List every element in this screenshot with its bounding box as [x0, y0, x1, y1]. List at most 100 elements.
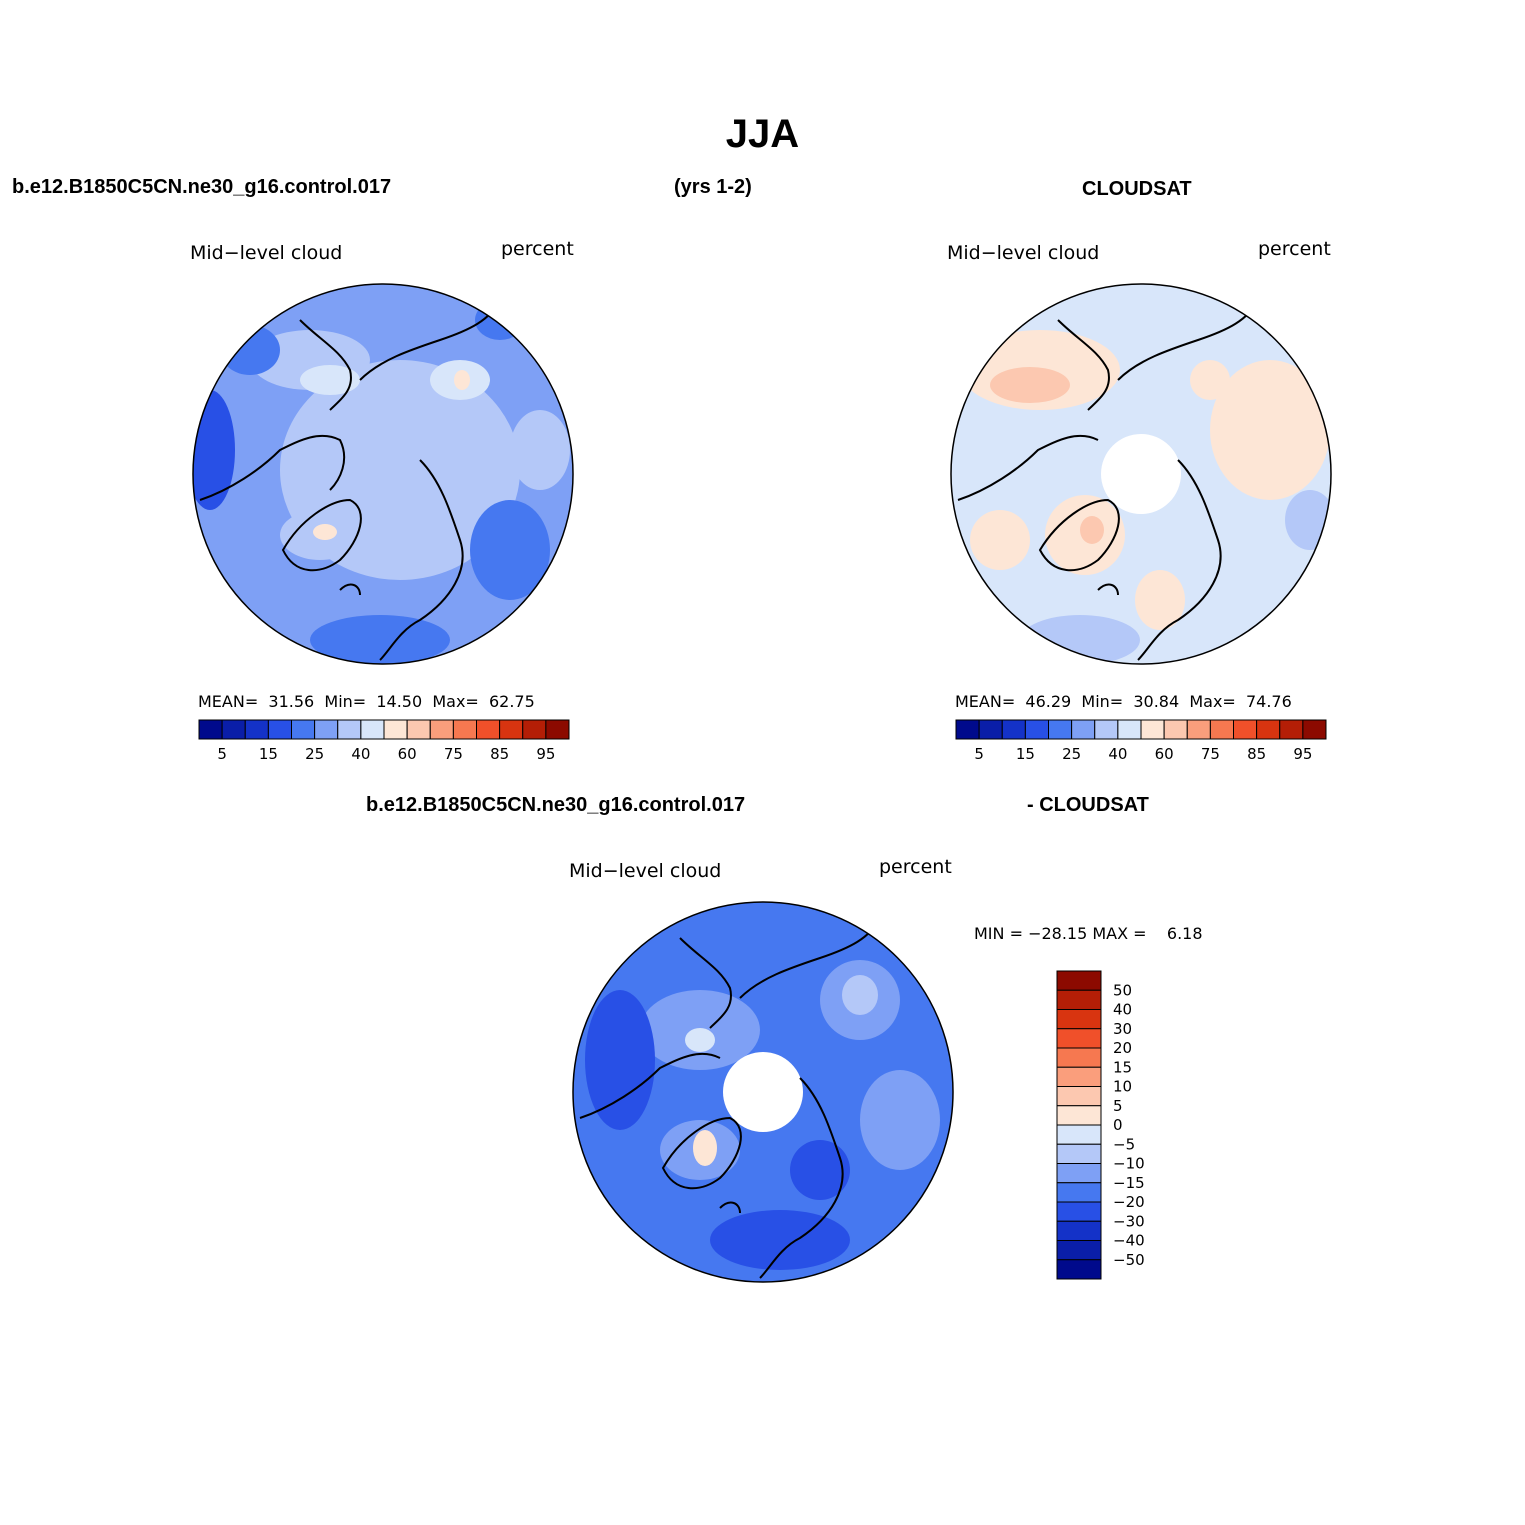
diff-variable-label: Mid−level cloud [569, 860, 722, 882]
colorbar-cell [1233, 719, 1258, 740]
colorbar-cell [978, 719, 1003, 740]
obs-title: CLOUDSAT [1082, 178, 1192, 200]
model-case-title: b.e12.B1850C5CN.ne30_g16.control.017 [12, 176, 392, 198]
colorbar-cell [1056, 1105, 1102, 1126]
colorbar-cell [429, 719, 454, 740]
diff-map [573, 902, 953, 1282]
colorbar-tick-label: 25 [305, 745, 324, 763]
model-stats: MEAN= 31.56 Min= 14.50 Max= 62.75 [198, 692, 535, 711]
colorbar-tick-label: −10 [1113, 1155, 1145, 1173]
colorbar-cell [1056, 1047, 1102, 1068]
colorbar-cell [221, 719, 246, 740]
colorbar-cell [499, 719, 524, 740]
colorbar-tick-label: 75 [1201, 745, 1220, 763]
colorbar-cell [198, 719, 223, 740]
obs-stats: MEAN= 46.29 Min= 30.84 Max= 74.76 [955, 692, 1292, 711]
colorbar-tick-label: 15 [1113, 1058, 1132, 1076]
obs-units-label: percent [1258, 238, 1331, 260]
figure-title: JJA [725, 112, 800, 156]
colorbar-cell [476, 719, 501, 740]
colorbar-tick-label: 15 [1016, 745, 1035, 763]
years-title: (yrs 1-2) [674, 176, 752, 198]
colorbar-tick-label: 75 [444, 745, 463, 763]
colorbar-tick-label: 95 [536, 745, 555, 763]
colorbar-cell [522, 719, 547, 740]
obs-map [951, 284, 1331, 664]
colorbar-cell [1048, 719, 1073, 740]
colorbar-cell [1056, 1028, 1102, 1049]
obs-colorbar: 5 15 25 40 60 75 85 95 [955, 719, 1327, 763]
colorbar-cell [406, 719, 431, 740]
colorbar-tick-label: −50 [1113, 1251, 1145, 1269]
colorbar-cell [1302, 719, 1327, 740]
model-coastlines [199, 299, 501, 661]
colorbar-cell [1056, 1201, 1102, 1222]
colorbar-tick-label: 85 [1247, 745, 1266, 763]
colorbar-tick-label: 40 [351, 745, 370, 763]
colorbar-tick-label: 95 [1293, 745, 1312, 763]
colorbar-cell [1256, 719, 1281, 740]
colorbar-cell [1140, 719, 1165, 740]
colorbar-cell [1056, 1124, 1102, 1145]
model-units-label: percent [501, 238, 574, 260]
colorbar-cell [1024, 719, 1049, 740]
colorbar-cell [1094, 719, 1119, 740]
colorbar-tick-label: 5 [217, 745, 227, 763]
colorbar-cell [1209, 719, 1234, 740]
colorbar-tick-label: −20 [1113, 1193, 1145, 1211]
colorbar-tick-label: −5 [1113, 1135, 1135, 1153]
colorbar-tick-label: 5 [974, 745, 984, 763]
model-variable-label: Mid−level cloud [190, 242, 343, 264]
colorbar-cell [1117, 719, 1142, 740]
colorbar-cell [1056, 1163, 1102, 1184]
colorbar-cell [1186, 719, 1211, 740]
colorbar-tick-label: −30 [1113, 1212, 1145, 1230]
colorbar-tick-label: −15 [1113, 1174, 1145, 1192]
obs-variable-label: Mid−level cloud [947, 242, 1100, 264]
colorbar-cell [1056, 970, 1102, 991]
colorbar-cell [1071, 719, 1096, 740]
colorbar-cell [955, 719, 980, 740]
diff-coastlines [579, 917, 881, 1279]
colorbar-cell [291, 719, 316, 740]
colorbar-tick-label: 15 [259, 745, 278, 763]
colorbar-tick-label: 10 [1113, 1078, 1132, 1096]
colorbar-cell [545, 719, 570, 740]
colorbar-tick-label: 5 [1113, 1097, 1123, 1115]
colorbar-tick-label: −40 [1113, 1232, 1145, 1250]
colorbar-cell [314, 719, 339, 740]
obs-coastlines [957, 299, 1259, 661]
diff-stats: MIN = −28.15 MAX = 6.18 [974, 924, 1203, 943]
colorbar-cell [244, 719, 269, 740]
colorbar-cell [452, 719, 477, 740]
colorbar-tick-label: 30 [1113, 1020, 1132, 1038]
colorbar-cell [1056, 1220, 1102, 1241]
colorbar-tick-label: 20 [1113, 1039, 1132, 1057]
diff-title-left: b.e12.B1850C5CN.ne30_g16.control.017 [366, 794, 746, 816]
colorbar-cell [1056, 1143, 1102, 1164]
colorbar-cell [1056, 989, 1102, 1010]
colorbar-cell [1056, 1240, 1102, 1261]
colorbar-cell [360, 719, 385, 740]
colorbar-cell [1056, 1259, 1102, 1280]
colorbar-tick-label: 85 [490, 745, 509, 763]
colorbar-cell [383, 719, 408, 740]
colorbar-tick-label: 60 [1155, 745, 1174, 763]
colorbar-cell [1001, 719, 1026, 740]
colorbar-tick-label: 25 [1062, 745, 1081, 763]
colorbar-cell [1163, 719, 1188, 740]
colorbar-tick-label: 40 [1108, 745, 1127, 763]
colorbar-cell [1056, 1009, 1102, 1030]
colorbar-cell [1279, 719, 1304, 740]
colorbar-tick-label: 50 [1113, 981, 1132, 999]
colorbar-cell [1056, 1086, 1102, 1107]
diff-title-right: - CLOUDSAT [1027, 794, 1149, 816]
colorbar-tick-label: 0 [1113, 1116, 1123, 1134]
colorbar-tick-label: 60 [398, 745, 417, 763]
model-map [193, 284, 573, 664]
colorbar-cell [1056, 1066, 1102, 1087]
diff-units-label: percent [879, 856, 952, 878]
model-colorbar: 5 15 25 40 60 75 85 95 [198, 719, 570, 763]
